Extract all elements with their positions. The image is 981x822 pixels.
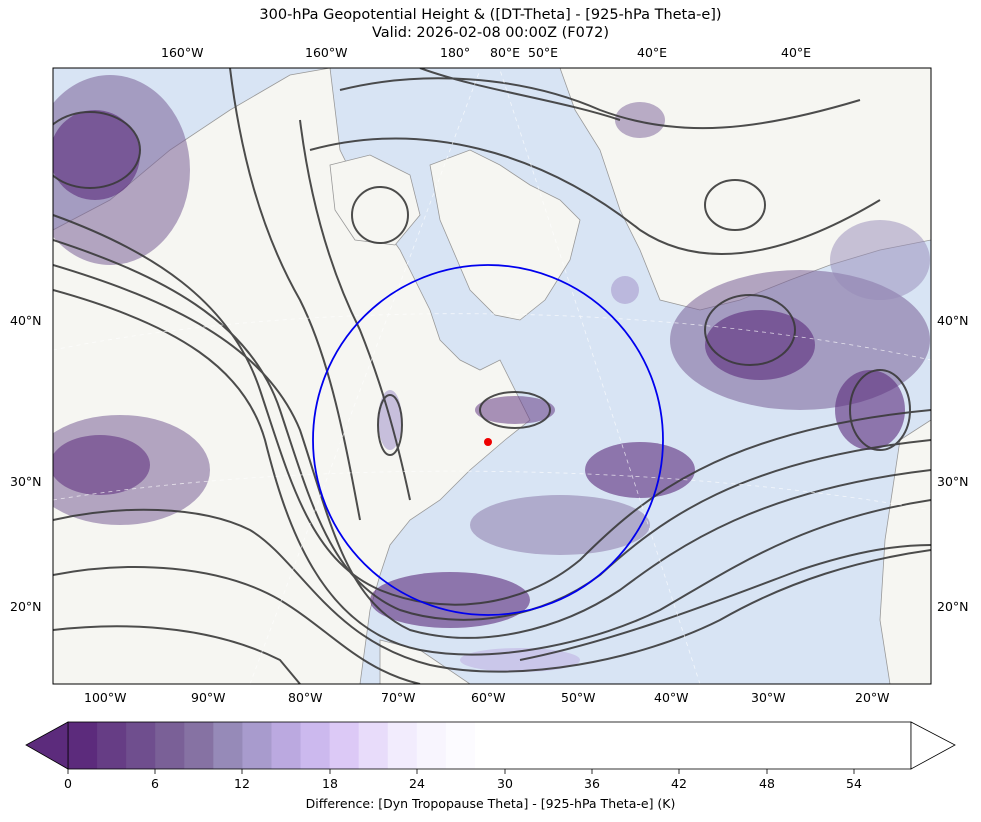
top-tick-label: 40°E — [781, 45, 812, 60]
bottom-tick-label: 20°W — [855, 690, 890, 705]
top-tick-label: 80°E — [490, 45, 521, 60]
top-tick-label: 160°W — [161, 45, 204, 60]
colorbar-segment — [97, 722, 127, 769]
left-tick-label: 20°N — [10, 599, 42, 614]
map-frame — [52, 67, 932, 685]
colorbar-max-arrow — [910, 721, 956, 770]
colorbar-tick-label: 30 — [497, 776, 513, 791]
left-tick-label: 40°N — [10, 313, 42, 328]
colorbar-tick-label: 36 — [584, 776, 600, 791]
land-africa — [879, 419, 931, 684]
colorbar-segment — [184, 722, 214, 769]
bottom-tick-label: 50°W — [561, 690, 596, 705]
colorbar-tick-label: 48 — [759, 776, 775, 791]
colorbar-tick-label: 6 — [151, 776, 159, 791]
colorbar-min-arrow — [25, 721, 69, 770]
top-tick-label: 160°W — [305, 45, 348, 60]
bottom-tick-label: 40°W — [654, 690, 689, 705]
colorbar-tick-label: 54 — [846, 776, 862, 791]
right-tick-label: 30°N — [937, 474, 969, 489]
colorbar-tick-label: 0 — [64, 776, 72, 791]
right-tick-label: 20°N — [937, 599, 969, 614]
map-body — [53, 68, 931, 684]
colorbar-tick-label: 18 — [322, 776, 338, 791]
colorbar-segment — [271, 722, 302, 769]
top-tick-label: 180° — [440, 45, 471, 60]
colorbar-segment — [474, 722, 911, 769]
colorbar-segment — [300, 722, 331, 769]
chart-subtitle: Valid: 2026-02-08 00:00Z (F072) — [372, 25, 609, 41]
colorbar-label: Difference: [Dyn Tropopause Theta] - [92… — [305, 796, 676, 811]
bottom-tick-label: 60°W — [471, 690, 506, 705]
colorbar — [68, 722, 911, 769]
colorbar-segment — [358, 722, 389, 769]
colorbar-segment — [242, 722, 272, 769]
analysis-point — [484, 438, 492, 446]
bottom-tick-label: 70°W — [381, 690, 416, 705]
colorbar-tick-marks — [67, 769, 855, 774]
right-tick-label: 40°N — [937, 313, 969, 328]
colorbar-tick-label: 42 — [671, 776, 687, 791]
height-contours — [53, 68, 931, 684]
top-tick-label: 50°E — [528, 45, 559, 60]
colorbar-segment — [68, 722, 98, 769]
colorbar-segment — [329, 722, 360, 769]
bottom-tick-label: 80°W — [288, 690, 323, 705]
left-tick-label: 30°N — [10, 474, 42, 489]
colorbar-segment — [416, 722, 447, 769]
graticule — [53, 69, 931, 684]
colorbar-segment — [445, 722, 476, 769]
chart-title: 300-hPa Geopotential Height & ([DT-Theta… — [259, 7, 722, 23]
bottom-tick-label: 90°W — [191, 690, 226, 705]
analysis-circle — [312, 264, 664, 616]
bottom-tick-label: 30°W — [751, 690, 786, 705]
colorbar-segment — [155, 722, 185, 769]
top-tick-label: 40°E — [637, 45, 668, 60]
bottom-tick-label: 100°W — [84, 690, 127, 705]
colorbar-segment — [213, 722, 243, 769]
colorbar-tick-label: 12 — [234, 776, 250, 791]
colorbar-segment — [387, 722, 418, 769]
colorbar-tick-label: 24 — [409, 776, 425, 791]
colorbar-segment — [126, 722, 156, 769]
